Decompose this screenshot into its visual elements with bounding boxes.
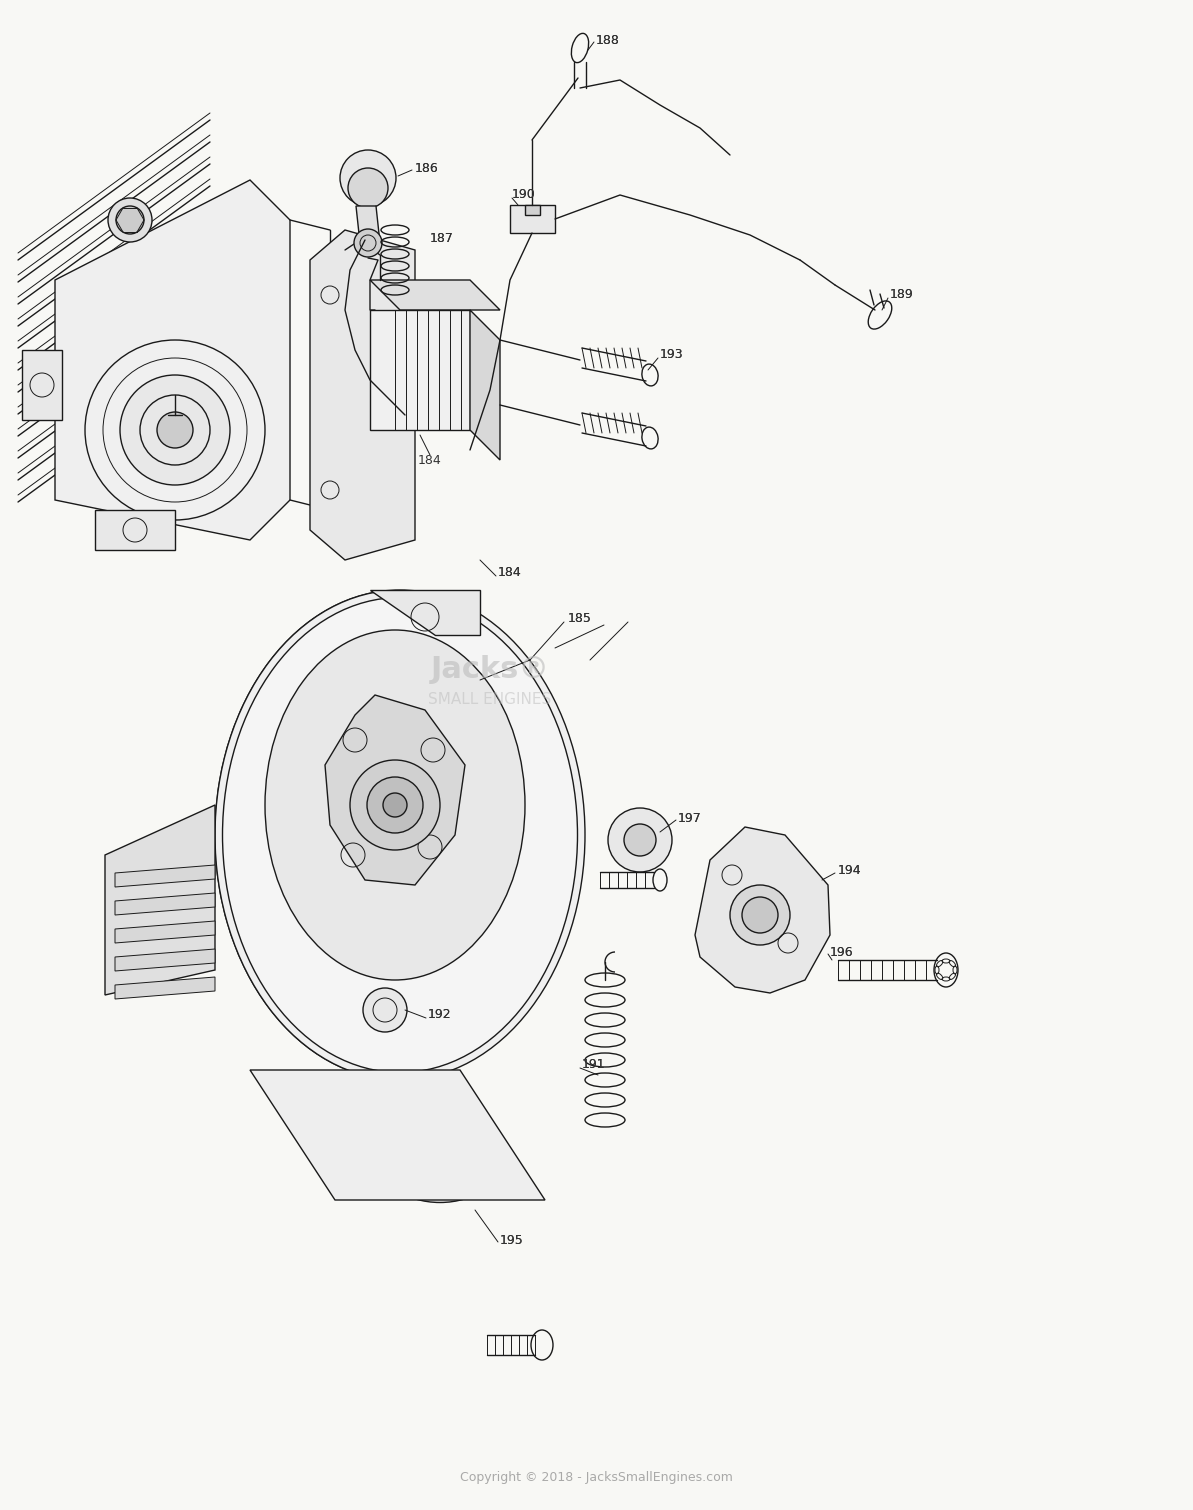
Text: 189: 189 [890, 288, 914, 302]
Circle shape [166, 346, 194, 374]
Circle shape [415, 1129, 465, 1179]
Polygon shape [370, 590, 480, 636]
Text: 185: 185 [568, 612, 592, 625]
Text: 197: 197 [678, 811, 701, 824]
Text: 190: 190 [512, 189, 536, 201]
Circle shape [742, 897, 778, 933]
Polygon shape [115, 977, 215, 1000]
Polygon shape [251, 1071, 545, 1200]
Text: 186: 186 [415, 162, 439, 175]
Text: 184: 184 [497, 566, 521, 580]
Circle shape [383, 793, 407, 817]
Text: 191: 191 [582, 1059, 606, 1072]
Ellipse shape [223, 598, 577, 1072]
Text: 184: 184 [418, 453, 441, 467]
Ellipse shape [265, 630, 525, 980]
Text: 196: 196 [830, 945, 854, 959]
Circle shape [730, 885, 790, 945]
Polygon shape [21, 350, 62, 420]
Text: SMALL ENGINES: SMALL ENGINES [428, 693, 551, 708]
Ellipse shape [375, 1107, 505, 1202]
Text: 186: 186 [415, 162, 439, 175]
Polygon shape [470, 310, 500, 461]
Text: 194: 194 [837, 864, 861, 876]
Text: Jacks®: Jacks® [431, 655, 550, 684]
Text: Copyright © 2018 - JacksSmallEngines.com: Copyright © 2018 - JacksSmallEngines.com [459, 1472, 733, 1484]
Circle shape [624, 824, 656, 856]
Circle shape [367, 778, 424, 834]
Circle shape [363, 988, 407, 1031]
Ellipse shape [215, 590, 585, 1080]
Polygon shape [115, 865, 215, 886]
Text: 191: 191 [582, 1059, 606, 1072]
Polygon shape [95, 510, 175, 550]
Polygon shape [115, 921, 215, 944]
Text: 192: 192 [428, 1009, 452, 1021]
Text: 195: 195 [500, 1234, 524, 1246]
Circle shape [109, 198, 152, 242]
Text: 188: 188 [596, 33, 620, 47]
Circle shape [116, 205, 144, 234]
Circle shape [157, 412, 193, 448]
Polygon shape [356, 205, 381, 243]
Polygon shape [115, 892, 215, 915]
Text: 192: 192 [428, 1009, 452, 1021]
Text: 184: 184 [497, 566, 521, 580]
Text: 194: 194 [837, 864, 861, 876]
Circle shape [340, 149, 396, 205]
Circle shape [426, 1142, 455, 1169]
Text: 187: 187 [429, 231, 453, 245]
Polygon shape [525, 205, 540, 214]
Circle shape [120, 374, 230, 485]
Text: 190: 190 [512, 189, 536, 201]
Circle shape [354, 230, 382, 257]
Circle shape [348, 168, 388, 208]
Polygon shape [370, 310, 470, 430]
Text: 197: 197 [678, 811, 701, 824]
Circle shape [608, 808, 672, 871]
Text: 195: 195 [500, 1234, 524, 1246]
Polygon shape [324, 695, 465, 885]
Text: 193: 193 [660, 349, 684, 361]
Circle shape [350, 760, 440, 850]
Circle shape [85, 340, 265, 519]
Polygon shape [55, 180, 290, 541]
Polygon shape [105, 805, 215, 995]
Polygon shape [696, 827, 830, 994]
Ellipse shape [390, 1120, 490, 1190]
Text: 187: 187 [429, 231, 453, 245]
Text: 196: 196 [830, 945, 854, 959]
Text: 189: 189 [890, 288, 914, 302]
Text: 193: 193 [660, 349, 684, 361]
Polygon shape [509, 205, 555, 233]
Polygon shape [370, 279, 500, 310]
Polygon shape [115, 948, 215, 971]
Text: 185: 185 [568, 612, 592, 625]
Polygon shape [310, 230, 415, 560]
Text: 188: 188 [596, 33, 620, 47]
